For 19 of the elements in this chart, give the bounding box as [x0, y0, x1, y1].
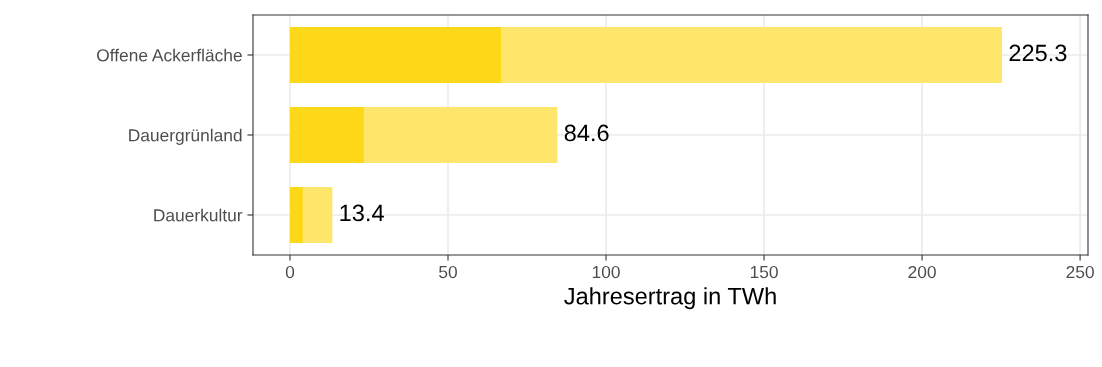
y-tick-label: Offene Ackerfläche	[97, 48, 242, 62]
total-label: 225.3	[1009, 44, 1067, 62]
bar	[289, 187, 303, 243]
x-tick-label: 0	[285, 265, 295, 279]
y-tick-label: Dauergrünland	[129, 128, 242, 145]
bar	[289, 27, 502, 83]
bar	[363, 107, 558, 163]
x-axis-title: Jahresertrag in TWh	[564, 287, 776, 310]
y-tick-label: Dauerkultur	[154, 208, 243, 222]
total-label: 13.4	[340, 204, 384, 222]
x-tick-label: 250	[1066, 265, 1094, 279]
bar	[289, 107, 364, 163]
total-label: 84.6	[564, 124, 609, 142]
bar	[501, 27, 1003, 83]
bar	[302, 187, 333, 243]
x-tick-label: 50	[439, 265, 457, 279]
x-tick-label: 150	[750, 265, 778, 279]
x-tick-label: 200	[908, 265, 936, 279]
x-tick-label: 100	[592, 265, 620, 279]
